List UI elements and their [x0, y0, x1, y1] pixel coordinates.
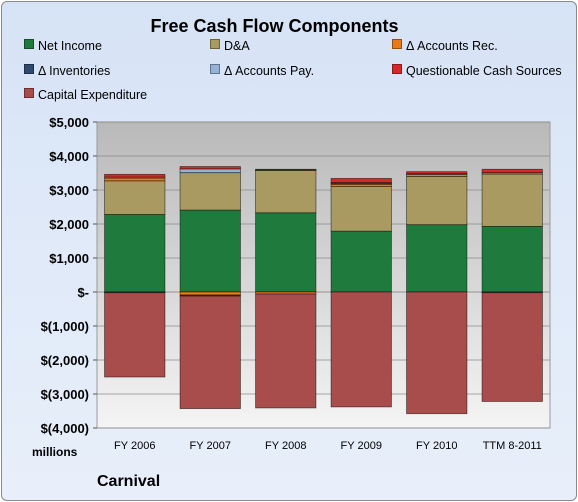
- legend-item: Δ Inventories: [24, 64, 110, 78]
- x-tick-label: FY 2010: [416, 440, 457, 452]
- legend-swatch: [392, 64, 402, 74]
- bar-segment: [481, 225, 543, 293]
- bar-segment: [406, 171, 468, 175]
- legend-label: Capital Expenditure: [38, 88, 148, 102]
- legend-label: Net Income: [38, 39, 102, 53]
- x-tick-label: FY 2009: [341, 440, 382, 452]
- x-tick-label: FY 2006: [114, 440, 155, 452]
- bar-segment: [179, 291, 241, 296]
- legend-label: Δ Accounts Pay.: [224, 64, 315, 78]
- bar-segment: [179, 209, 241, 293]
- legend-swatch: [210, 64, 220, 74]
- y-tick-label: $2,000: [49, 217, 89, 232]
- legend-item: Δ Accounts Rec.: [392, 39, 498, 53]
- legend-item: Δ Accounts Pay.: [210, 64, 314, 78]
- bar-segment: [406, 291, 468, 415]
- bar-segment: [255, 293, 317, 409]
- bar-segment: [104, 173, 166, 178]
- y-tick-label: $(2,000): [41, 353, 89, 368]
- legend-label: Questionable Cash Sources: [406, 64, 562, 78]
- bar-segment: [179, 168, 241, 174]
- bar-segment: [104, 180, 166, 215]
- x-tick-label: FY 2008: [265, 440, 306, 452]
- bar-segment: [481, 292, 543, 402]
- legend-label: D&A: [224, 39, 250, 53]
- x-tick-label: FY 2007: [190, 440, 231, 452]
- legend-item: Net Income: [24, 39, 102, 53]
- bar-segment: [255, 169, 317, 214]
- bar-segment: [330, 186, 392, 232]
- legend-swatch: [210, 39, 220, 49]
- y-tick-label: $3,000: [49, 183, 89, 198]
- bar-segment: [179, 172, 241, 211]
- legend-swatch: [24, 64, 34, 74]
- plot-area: [96, 121, 551, 429]
- bar-segment: [104, 177, 166, 182]
- y-tick-label: $1,000: [49, 251, 89, 266]
- y-tick-label: $(3,000): [41, 387, 89, 402]
- bar-segment: [481, 168, 543, 174]
- bar-segment: [104, 214, 166, 293]
- legend-swatch: [24, 88, 34, 98]
- bar-segment: [406, 224, 468, 293]
- bar-segment: [255, 168, 317, 171]
- company-name: Carnival: [97, 473, 161, 490]
- legend-swatch: [24, 39, 34, 49]
- bar-segment: [481, 173, 543, 227]
- legend-label: Δ Inventories: [38, 64, 111, 78]
- y-tick-label: $(4,000): [41, 421, 89, 436]
- bar-segment: [179, 166, 241, 170]
- legend-item: D&A: [210, 39, 250, 53]
- bar-segment: [330, 291, 392, 408]
- bar-segment: [406, 175, 468, 226]
- chart-title: Free Cash Flow Components: [150, 16, 399, 36]
- bar-segment: [330, 230, 392, 293]
- bar-segment: [179, 295, 241, 410]
- y-tick-label: $4,000: [49, 149, 89, 164]
- legend-swatch: [392, 39, 402, 49]
- y-tick-label: $5,000: [49, 115, 89, 130]
- y-tick-label: $(1,000): [41, 319, 89, 334]
- bar-segment: [104, 292, 166, 378]
- y-tick-label: $-: [77, 285, 89, 300]
- legend-label: Δ Accounts Rec.: [406, 39, 498, 53]
- bar-segment: [330, 178, 392, 183]
- legend-item: Capital Expenditure: [24, 88, 147, 102]
- y-axis-units-label: millions: [32, 445, 78, 459]
- legend-item: Questionable Cash Sources: [392, 64, 562, 78]
- bar-segment: [255, 212, 317, 293]
- x-tick-label: TTM 8-2011: [483, 440, 542, 452]
